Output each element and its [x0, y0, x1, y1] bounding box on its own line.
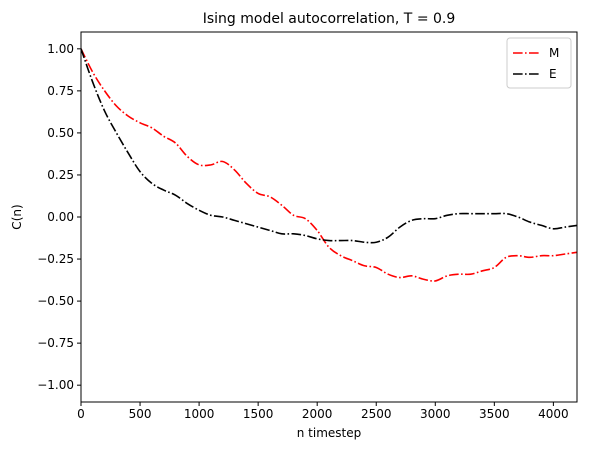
x-tick-label: 4000: [538, 407, 569, 421]
x-tick-label: 3500: [479, 407, 510, 421]
legend: ME: [506, 37, 572, 89]
x-tick-label: 2500: [361, 407, 392, 421]
chart-title: Ising model autocorrelation, T = 0.9: [203, 11, 456, 27]
y-tick-label: 1.00: [47, 42, 74, 56]
x-tick-label: 0: [77, 407, 85, 421]
series-layer: [81, 48, 577, 282]
x-tick-label: 1500: [243, 407, 274, 421]
x-axis-label: n timestep: [297, 426, 362, 440]
y-tick-label: −1.00: [37, 378, 74, 392]
y-tick-label: 0.25: [47, 168, 74, 182]
x-axis-ticks: 0 500 1000 1500 2000 2500 3000 3500 4000: [77, 402, 569, 421]
y-axis-ticks: 1.00 0.75 0.50 0.25 0.00 −0.25 −0.50 −0.75 −1.00: [37, 42, 81, 392]
x-tick-label: 500: [129, 407, 152, 421]
legend-label-M: M: [549, 46, 559, 60]
y-tick-label: 0.50: [47, 126, 74, 140]
series-line-E: [81, 48, 577, 244]
y-tick-label: −0.50: [37, 294, 74, 308]
y-tick-label: 0.75: [47, 84, 74, 98]
y-tick-label: −0.25: [37, 252, 74, 266]
y-tick-label: −0.75: [37, 336, 74, 350]
legend-box: [506, 37, 572, 89]
x-tick-label: 2000: [302, 407, 333, 421]
x-tick-label: 3000: [420, 407, 451, 421]
series-line-M: [81, 48, 577, 282]
y-tick-label: 0.00: [47, 210, 74, 224]
x-tick-label: 1000: [184, 407, 215, 421]
legend-label-E: E: [549, 67, 557, 81]
y-axis-label: C(n): [10, 204, 24, 229]
